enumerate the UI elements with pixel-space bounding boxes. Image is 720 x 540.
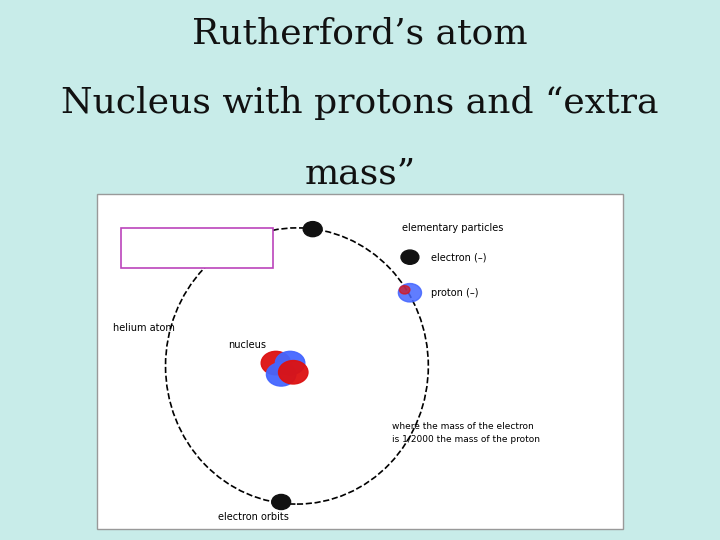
Circle shape [266,363,296,386]
Text: electron (–): electron (–) [431,252,487,262]
Circle shape [400,286,410,294]
Text: nucleus: nucleus [228,340,266,350]
Circle shape [271,495,291,510]
Circle shape [261,352,291,375]
FancyBboxPatch shape [97,194,623,529]
Text: electron orbits: electron orbits [218,512,289,522]
Text: Nucleus with protons and “extra: Nucleus with protons and “extra [61,86,659,120]
Text: helium atom: helium atom [113,323,175,333]
FancyBboxPatch shape [121,228,274,268]
Circle shape [398,284,421,302]
Circle shape [275,352,305,375]
Text: Rutherford’s atom: Rutherford’s atom [192,16,528,50]
Text: Rutherford Atom: Rutherford Atom [158,242,238,253]
Text: mass”: mass” [305,157,415,191]
Text: proton (–): proton (–) [431,288,479,298]
Circle shape [303,221,322,237]
Text: where the mass of the electron
is 1/2000 the mass of the proton: where the mass of the electron is 1/2000… [392,422,539,444]
Circle shape [401,250,419,264]
Circle shape [279,361,308,384]
Text: elementary particles: elementary particles [402,223,503,233]
